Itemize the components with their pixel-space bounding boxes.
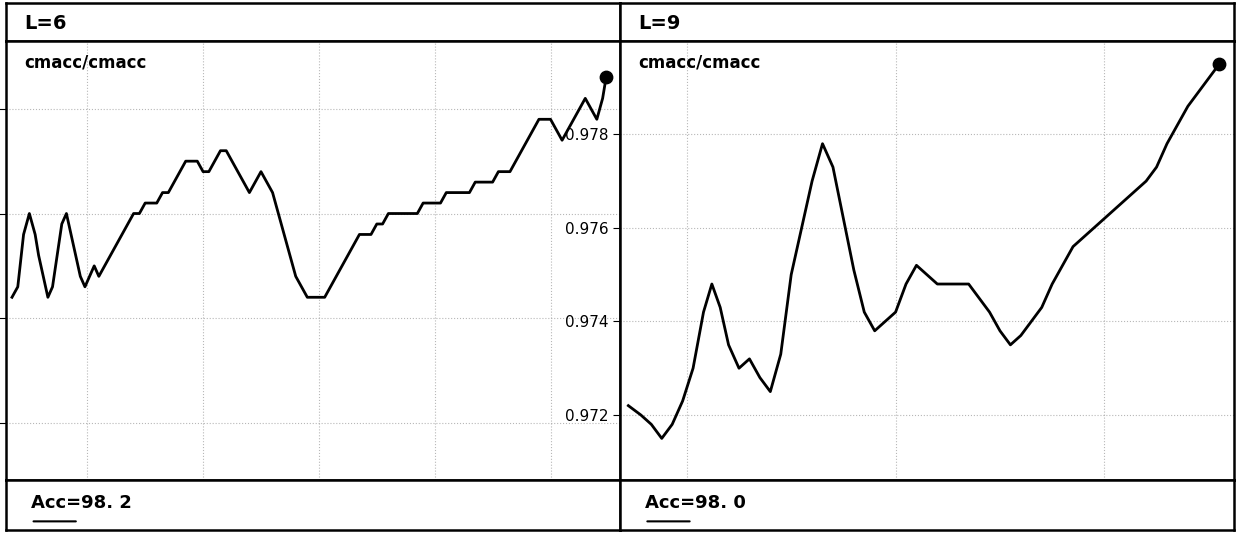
- Point: [1209, 60, 1229, 68]
- Text: cmacc/cmacc: cmacc/cmacc: [639, 54, 761, 72]
- Text: cmacc/cmacc: cmacc/cmacc: [25, 54, 148, 72]
- Text: L=6: L=6: [25, 14, 67, 33]
- Text: Acc=98. 2: Acc=98. 2: [31, 494, 131, 512]
- Point: [596, 73, 616, 82]
- Text: L=9: L=9: [639, 14, 681, 33]
- Text: Acc=98. 0: Acc=98. 0: [645, 494, 745, 512]
